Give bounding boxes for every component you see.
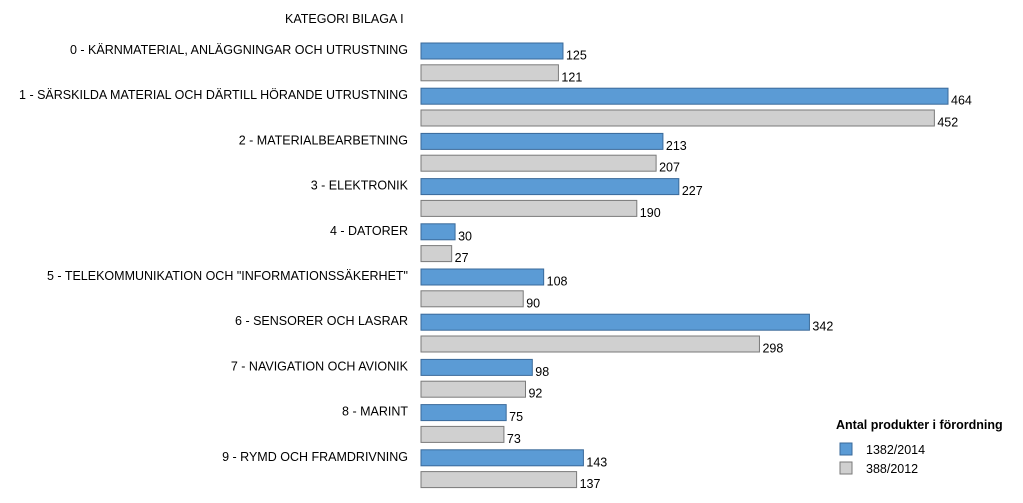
- value-label-1382-2014-cat-9: 143: [586, 455, 607, 469]
- bar-388-2012-cat-0: [420, 64, 559, 82]
- value-label-1382-2014-cat-1: 464: [951, 94, 972, 108]
- bar-388-2012-cat-9: [420, 471, 578, 489]
- category-heading: KATEGORI BILAGA I: [285, 12, 404, 26]
- bar-388-2012-cat-1: [420, 109, 935, 127]
- legend-label-388-2012: 388/2012: [866, 462, 918, 476]
- legend-swatch-388-2012: [839, 461, 853, 475]
- bar-1382-2014-cat-4: [420, 223, 456, 241]
- category-label-7: 7 - NAVIGATION OCH AVIONIK: [231, 359, 409, 373]
- legend: Antal produkter i förordning 1382/2014 3…: [836, 418, 1003, 476]
- value-label-388-2012-cat-7: 92: [528, 387, 542, 401]
- bar-388-2012-cat-6: [420, 335, 760, 353]
- bar-1382-2014-cat-0: [420, 42, 564, 60]
- category-label-6: 6 - SENSORER OCH LASRAR: [235, 314, 408, 328]
- bar-1382-2014-cat-5: [420, 268, 545, 286]
- bar-1382-2014-cat-6: [420, 313, 810, 331]
- value-label-388-2012-cat-0: 121: [561, 70, 582, 84]
- value-label-388-2012-cat-8: 73: [507, 432, 521, 446]
- bar-388-2012-cat-5: [420, 290, 524, 308]
- bar-388-2012-cat-2: [420, 154, 657, 172]
- category-label-9: 9 - RYMD OCH FRAMDRIVNING: [222, 450, 408, 464]
- category-label-5: 5 - TELEKOMMUNIKATION OCH "INFORMATIONSS…: [47, 269, 408, 283]
- value-label-1382-2014-cat-5: 108: [547, 275, 568, 289]
- legend-title: Antal produkter i förordning: [836, 418, 1003, 432]
- category-label-3: 3 - ELEKTRONIK: [311, 179, 409, 193]
- value-label-1382-2014-cat-4: 30: [458, 229, 472, 243]
- value-label-1382-2014-cat-0: 125: [566, 49, 587, 63]
- bar-388-2012-cat-4: [420, 245, 453, 263]
- bar-1382-2014-cat-2: [420, 132, 664, 150]
- value-label-1382-2014-cat-6: 342: [812, 320, 833, 334]
- legend-label-1382-2014: 1382/2014: [866, 443, 925, 457]
- bar-1382-2014-cat-3: [420, 178, 680, 196]
- bar-1382-2014-cat-7: [420, 358, 533, 376]
- value-label-388-2012-cat-9: 137: [580, 477, 601, 491]
- value-label-388-2012-cat-2: 207: [659, 161, 680, 175]
- category-label-8: 8 - MARINT: [342, 405, 408, 419]
- value-label-388-2012-cat-6: 298: [762, 342, 783, 356]
- category-label-0: 0 - KÄRNMATERIAL, ANLÄGGNINGAR OCH UTRUS…: [70, 43, 408, 57]
- value-label-388-2012-cat-4: 27: [455, 251, 469, 265]
- legend-swatch-1382-2014: [839, 442, 853, 456]
- value-label-388-2012-cat-3: 190: [640, 206, 661, 220]
- value-label-1382-2014-cat-8: 75: [509, 410, 523, 424]
- value-label-1382-2014-cat-2: 213: [666, 139, 687, 153]
- bar-1382-2014-cat-9: [420, 449, 584, 467]
- value-label-388-2012-cat-5: 90: [526, 296, 540, 310]
- value-label-1382-2014-cat-3: 227: [682, 184, 703, 198]
- bar-388-2012-cat-3: [420, 199, 638, 217]
- category-label-4: 4 - DATORER: [330, 224, 408, 238]
- bar-388-2012-cat-8: [420, 425, 505, 443]
- category-label-1: 1 - SÄRSKILDA MATERIAL OCH DÄRTILL HÖRAN…: [19, 88, 408, 102]
- value-label-1382-2014-cat-7: 98: [535, 365, 549, 379]
- bars-layer: 0 - KÄRNMATERIAL, ANLÄGGNINGAR OCH UTRUS…: [19, 42, 972, 491]
- bar-388-2012-cat-7: [420, 380, 526, 398]
- bar-1382-2014-cat-8: [420, 404, 507, 422]
- category-label-2: 2 - MATERIALBEARBETNING: [239, 133, 408, 147]
- value-label-388-2012-cat-1: 452: [937, 116, 958, 130]
- bar-1382-2014-cat-1: [420, 87, 949, 105]
